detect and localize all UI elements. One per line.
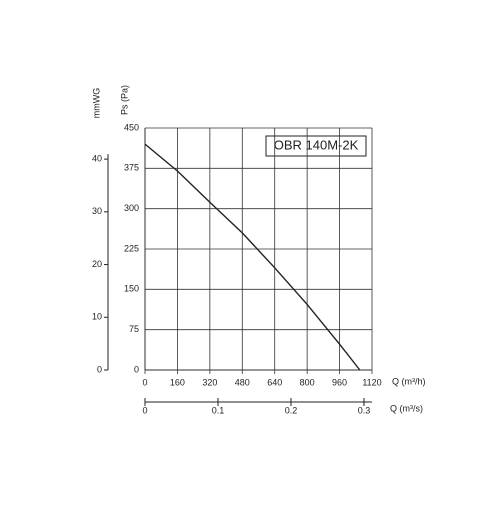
y-tick-label: 375 (124, 163, 139, 173)
y2-tick-label: 0 (97, 364, 102, 374)
y-tick-label: 75 (129, 324, 139, 334)
x2-tick-label: 0.2 (285, 405, 298, 415)
x-tick-label: 320 (202, 377, 217, 387)
x-tick-label: 160 (170, 377, 185, 387)
x2-tick-label: 0.1 (212, 405, 225, 415)
x2-tick-label: 0.3 (358, 405, 371, 415)
y2-tick-label: 10 (92, 312, 102, 322)
x-axis-label: Q (m³/h) (392, 376, 426, 386)
y2-tick-label: 20 (92, 259, 102, 269)
title-box (265, 135, 367, 157)
y-tick-label: 150 (124, 284, 139, 294)
x2-axis-label: Q (m³/s) (390, 403, 423, 413)
x-tick-label: 640 (267, 377, 282, 387)
y-axis-label: Ps (Pa) (119, 85, 129, 115)
y2-axis-label: mmWG (91, 88, 101, 119)
y-tick-label: 300 (124, 203, 139, 213)
y2-tick-label: 30 (92, 206, 102, 216)
y-tick-label: 225 (124, 243, 139, 253)
chart-title: OBR 140M-2K (274, 137, 359, 152)
x2-tick-label: 0 (142, 405, 147, 415)
x-tick-label: 800 (300, 377, 315, 387)
y2-tick-label: 40 (92, 153, 102, 163)
y-tick-label: 450 (124, 122, 139, 132)
curve (144, 143, 361, 371)
x-tick-label: 960 (332, 377, 347, 387)
x-tick-label: 1120 (362, 377, 381, 387)
x-tick-label: 480 (235, 377, 250, 387)
y-tick-label: 0 (134, 364, 139, 374)
x-tick-label: 0 (142, 377, 147, 387)
